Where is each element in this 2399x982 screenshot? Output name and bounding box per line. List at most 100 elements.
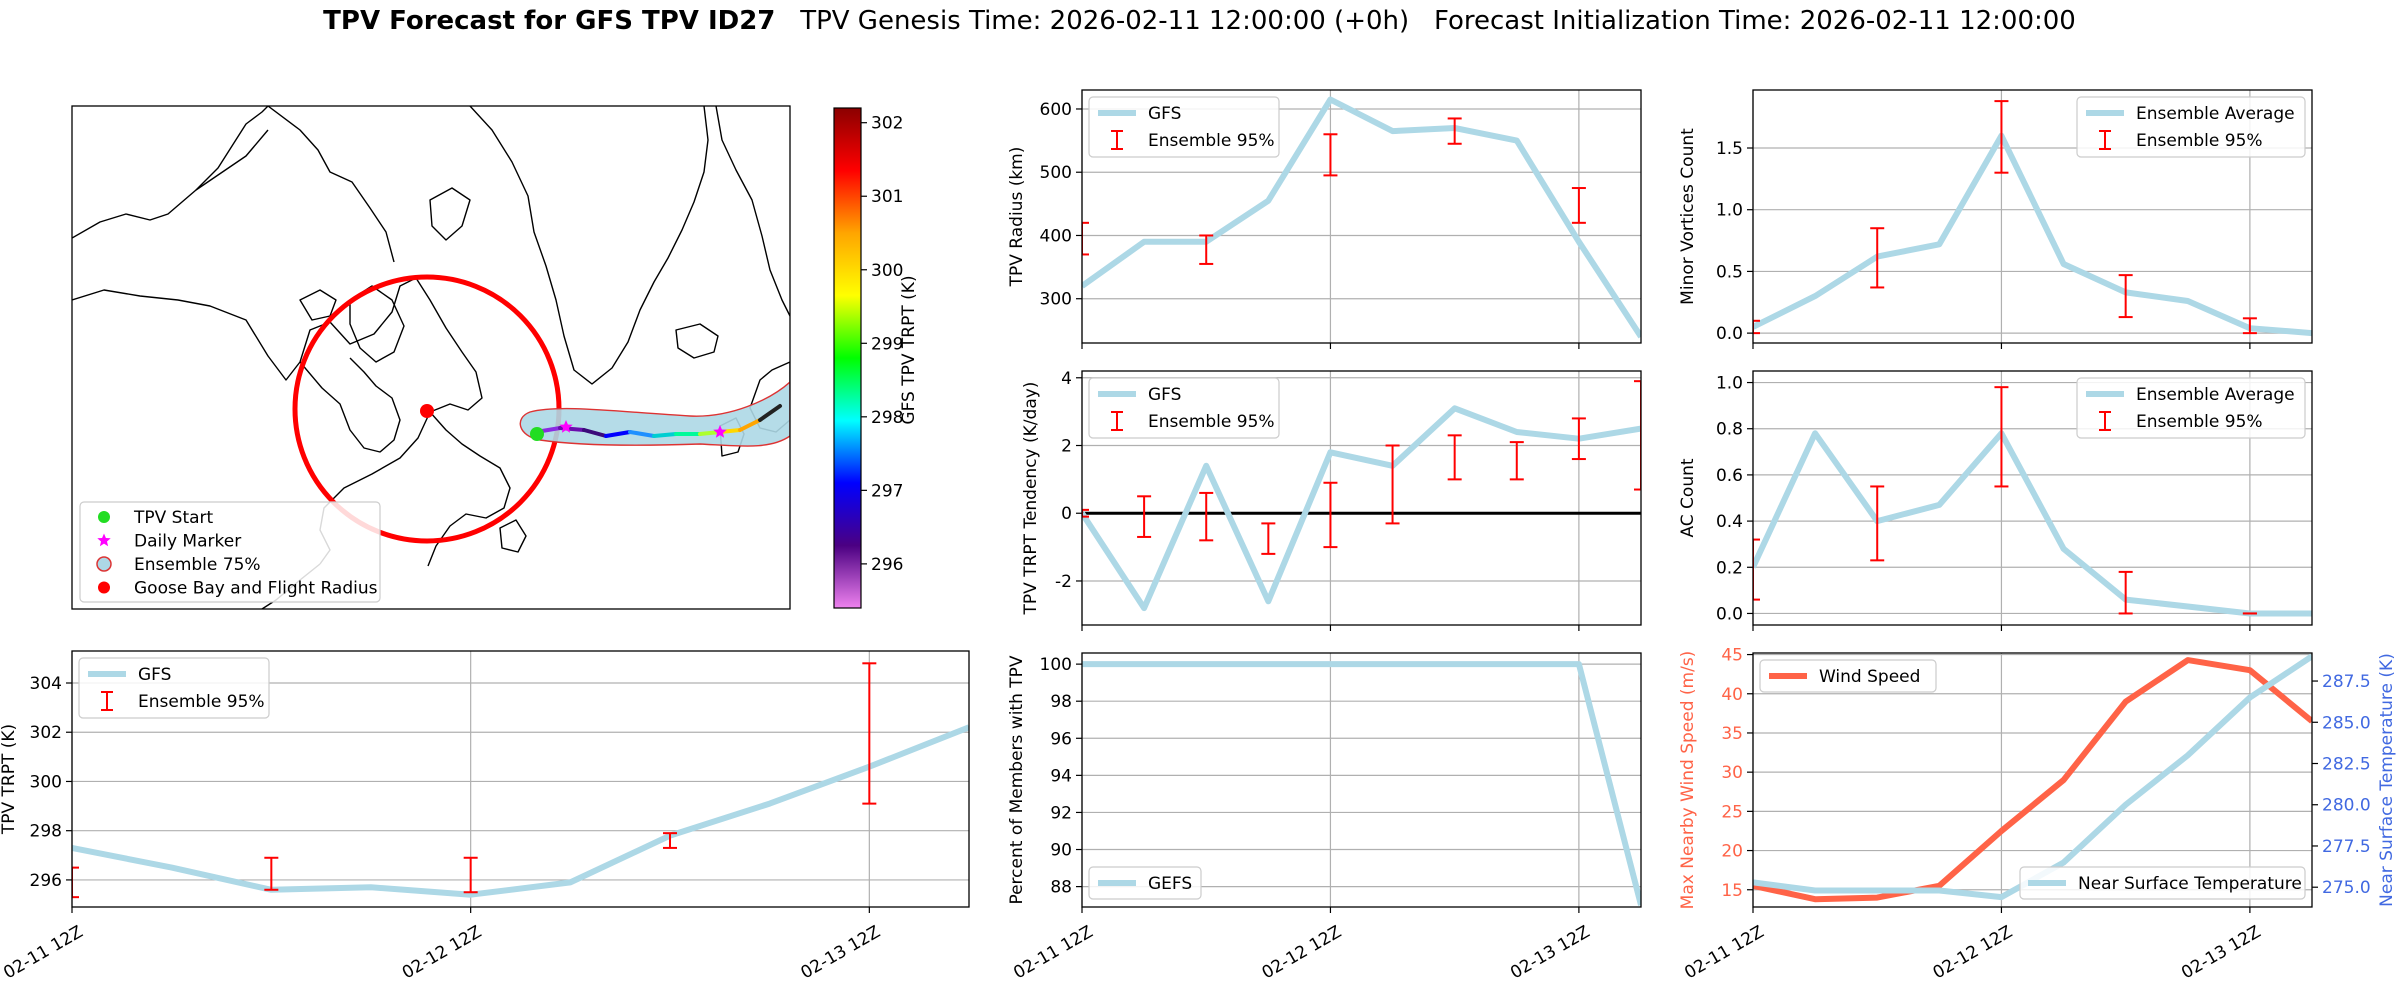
y-tick-label: 92: [1050, 803, 1072, 823]
plot-area-trpt: [72, 662, 969, 899]
colorbar-tick-label: 297: [871, 481, 903, 501]
y-tick-label: 98: [1050, 692, 1072, 712]
y-tick-label: 0.0: [1716, 604, 1743, 624]
x-tick-label: 02-13 12Z: [1507, 922, 1593, 982]
map-legend: TPV Start Daily Marker Ensemble 75% Goose B…: [79, 501, 381, 603]
legend-marker-goose-bay: [98, 581, 110, 594]
y-axis-label: Percent of Members with TPV: [1007, 655, 1027, 904]
x-tick-label: 02-13 12Z: [2178, 922, 2264, 982]
daily-marker-star: [559, 420, 573, 433]
y-tick-label: 0.4: [1716, 512, 1743, 532]
border-alaska-canada: [195, 129, 269, 191]
y-axis-label: TPV TRPT (K): [0, 724, 19, 835]
colorbar-tick-label: 299: [871, 334, 903, 354]
y-tick-label: 90: [1050, 841, 1072, 861]
y-tick-label: 40: [1721, 685, 1743, 705]
legend-label: Goose Bay and Flight Radius: [134, 579, 378, 599]
y-tick-label: 0.0: [1716, 324, 1743, 344]
island-ellesmere: [429, 187, 471, 241]
legend-box: [2076, 377, 2306, 439]
y-right-tick-label: 287.5: [2322, 672, 2371, 692]
chart-tendency: -2 0 2 4 TPV TRPT Tendency (K/day) GFS Ensembl…: [1021, 369, 1642, 631]
coastline-canada-arctic: [267, 106, 395, 263]
x-tick-label: 02-12 12Z: [399, 922, 485, 982]
x-tick-label: 02-11 12Z: [1010, 922, 1096, 982]
axes-frame: [1081, 89, 1642, 344]
y-tick-label: 0.2: [1716, 558, 1743, 578]
y-tick-label: 15: [1721, 881, 1743, 901]
coastline-hudson-bay: [299, 357, 401, 453]
legend-label: Ensemble Average: [2136, 104, 2295, 124]
figure-title: TPV Forecast for GFS TPV ID27 TPV Genesi…: [0, 6, 2399, 36]
axes-frame: [1752, 89, 2313, 344]
y-tick-label: 0.6: [1716, 466, 1743, 486]
legend-label: Ensemble 95%: [1148, 412, 1275, 432]
track-segment: [738, 418, 762, 432]
y-tick-label: 4: [1061, 369, 1072, 389]
legend-label: Ensemble Average: [2136, 385, 2295, 405]
track-segment: [582, 428, 608, 438]
y-tick-label: 0: [1061, 504, 1072, 524]
x-tick-label: 02-12 12Z: [1259, 922, 1345, 982]
legend-label: GFS: [1148, 104, 1181, 124]
plot-area-radius: [1082, 96, 1641, 339]
island-baffin: [349, 285, 405, 363]
legend-box: [79, 501, 381, 603]
track-segment: [604, 430, 632, 438]
track-segment: [628, 430, 656, 438]
y-tick-label: 30: [1721, 763, 1743, 783]
axes-frame: [1081, 370, 1642, 626]
x-tick-label: 02-12 12Z: [1930, 922, 2016, 982]
colorbar-tick-label: 300: [871, 261, 903, 281]
coastline-iceland: [675, 323, 719, 359]
y-tick-label: 300: [30, 772, 62, 792]
y-tick-label: 304: [30, 674, 62, 694]
legend-marker-star: [97, 533, 111, 547]
x-tick-label: 02-13 12Z: [798, 922, 884, 982]
track-segment: [652, 432, 678, 438]
legend-label: GFS: [138, 665, 171, 685]
y-axis-label: Minor Vortices Count: [1678, 128, 1698, 305]
legend-label: Near Surface Temperature: [2078, 874, 2302, 894]
axes-frame: [71, 650, 970, 908]
y-axis-label: TPV Radius (km): [1007, 147, 1027, 288]
legend-label: Ensemble 95%: [2136, 412, 2263, 432]
chart-ac: 0.0 0.2 0.4 0.6 0.8 1.0 AC Count Ensemble Avera…: [1678, 370, 2313, 631]
legend-label: Ensemble 75%: [134, 555, 261, 575]
tpv-start-marker: [530, 427, 544, 441]
chart-percent: 88 90 92 94 96 98 100 02-11 12Z 02-12 12Z 02-13 1…: [1007, 652, 1642, 982]
y-right-tick-label: 285.0: [2322, 713, 2371, 733]
y-tick-label: -2: [1055, 572, 1072, 592]
y-tick-label: 25: [1721, 802, 1743, 822]
axes-frame: [1752, 652, 2313, 908]
colorbar-tick-label: 301: [871, 187, 903, 207]
series-line-ac-0: [1753, 430, 2312, 617]
plot-area-percent: [1082, 661, 1641, 906]
y-right-tick-label: 275.0: [2322, 878, 2371, 898]
legend-label: GFS: [1148, 385, 1181, 405]
y-tick-label: 500: [1040, 163, 1072, 183]
chart-minor: 0.0 0.5 1.0 1.5 Minor Vortices Count Ensemble…: [1678, 89, 2313, 349]
y-axis-label: TPV TRPT Tendency (K/day): [1021, 382, 1041, 616]
track-segment: [758, 404, 782, 422]
x-tick-label: 02-11 12Z: [1681, 922, 1767, 982]
chart-radius: 300 400 500 600 TPV Radius (km) GFS Ensemble 9…: [1007, 89, 1642, 349]
y-tick-label: 1.0: [1716, 201, 1743, 221]
legend-box: [1088, 96, 1280, 158]
series-line-percent-0: [1082, 661, 1641, 906]
y-axis-label: AC Count: [1678, 458, 1698, 537]
y-tick-label: 298: [30, 822, 62, 842]
y-tick-label: 600: [1040, 100, 1072, 120]
y-tick-label: 300: [1040, 290, 1072, 310]
legend-box: [1088, 377, 1280, 439]
colorbar-tick-label: 298: [871, 408, 903, 428]
y-tick-label: 2: [1061, 437, 1072, 457]
x-tick-label: 02-11 12Z: [0, 922, 86, 982]
axes-frame: [1081, 652, 1642, 908]
y-tick-label: 0.5: [1716, 262, 1743, 282]
y-right-axis-label: Near Surface Temperature (K): [2377, 653, 2397, 907]
y-right-tick-label: 280.0: [2322, 796, 2371, 816]
y-tick-label: 35: [1721, 724, 1743, 744]
chart-wind: 15 20 25 30 35 40 45 275.0 277.5 280.0 282.5 285.0 2…: [1678, 646, 2397, 982]
